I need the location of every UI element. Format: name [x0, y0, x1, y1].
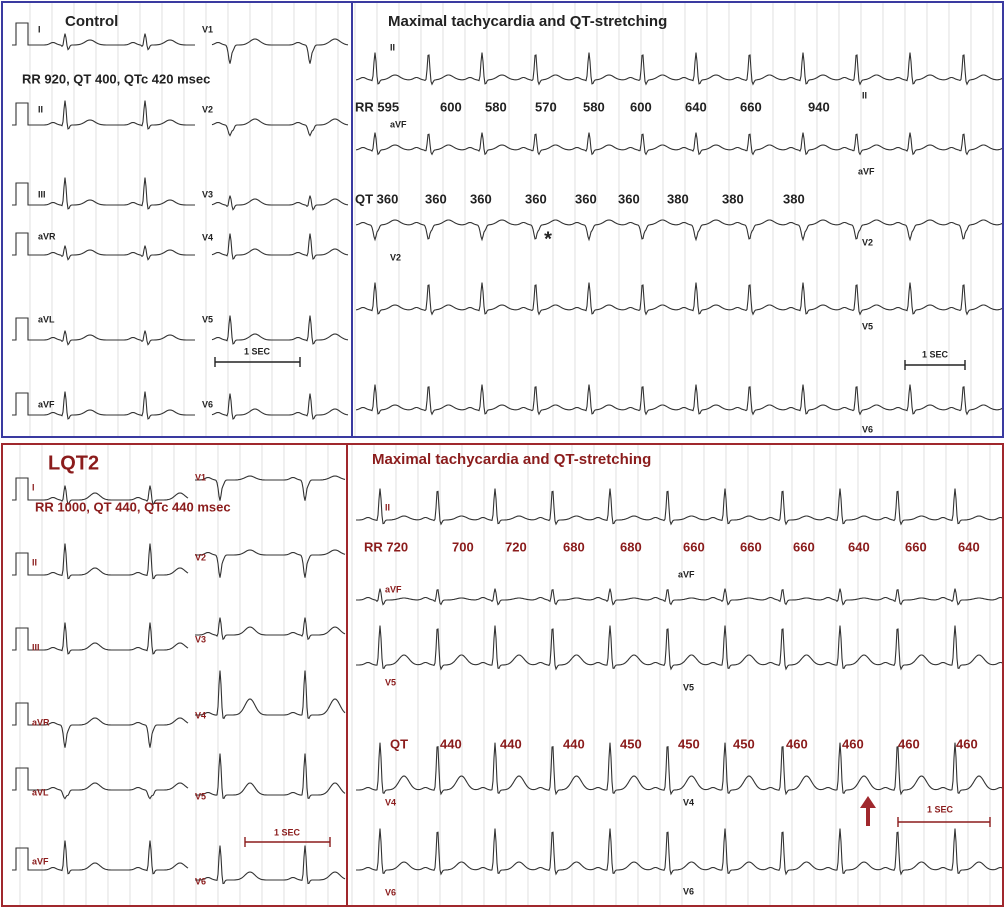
lead-label: V3 — [202, 189, 213, 199]
rr-interval: 580 — [485, 99, 507, 114]
qt-interval: 440 — [563, 736, 585, 751]
lead-label: aVF — [858, 166, 875, 176]
lead-label: V2 — [862, 237, 873, 247]
lead-label: V5 — [202, 314, 213, 324]
qt-interval: 440 — [440, 736, 462, 751]
scale-label: 1 SEC — [274, 827, 301, 837]
qt-interval: 460 — [842, 736, 864, 751]
rr-interval: 570 — [535, 99, 557, 114]
lead-label: II — [390, 42, 395, 52]
qt-interval: 450 — [620, 736, 642, 751]
lead-label: V1 — [195, 472, 206, 482]
rr-interval: 660 — [683, 539, 705, 554]
lead-label: V4 — [385, 797, 396, 807]
rr-interval: 680 — [563, 539, 585, 554]
scale-label: 1 SEC — [927, 804, 954, 814]
qt-interval: 460 — [898, 736, 920, 751]
lead-label: aVL — [32, 787, 49, 797]
lead-label: V6 — [862, 424, 873, 434]
lead-label: I — [32, 482, 35, 492]
lead-label: V1 — [202, 24, 213, 34]
lead-label: V5 — [195, 791, 206, 801]
lead-label: II — [862, 90, 867, 100]
lead-label: V2 — [202, 104, 213, 114]
qt-interval: 450 — [733, 736, 755, 751]
rr-interval: 660 — [793, 539, 815, 554]
ecg-figure: ControlRR 920, QT 400, QTc 420 msecIIIII… — [0, 0, 1005, 908]
qt-interval: 460 — [786, 736, 808, 751]
lead-label: aVR — [38, 231, 56, 241]
lead-label: I — [38, 24, 41, 34]
rr-interval: 680 — [620, 539, 642, 554]
asterisk: * — [544, 228, 552, 250]
lead-label: V6 — [195, 876, 206, 886]
lead-label: aVR — [32, 717, 50, 727]
scale-label: 1 SEC — [922, 349, 949, 359]
panel-title: Maximal tachycardia and QT-stretching — [372, 451, 651, 468]
lead-label: III — [32, 642, 40, 652]
lead-label: II — [38, 104, 43, 114]
qt-label: QT — [390, 736, 408, 751]
lead-label: V2 — [195, 552, 206, 562]
lead-label: aVL — [38, 314, 55, 324]
rr-interval: RR 720 — [364, 539, 408, 554]
panel-title: Control — [65, 13, 118, 30]
qt-interval: 440 — [500, 736, 522, 751]
scale-label: 1 SEC — [244, 346, 271, 356]
rr-interval: 700 — [452, 539, 474, 554]
qt-interval: 460 — [956, 736, 978, 751]
qt-interval: 380 — [783, 191, 805, 206]
lead-label: V4 — [202, 232, 213, 242]
qt-interval: QT 360 — [355, 191, 398, 206]
rr-interval: 940 — [808, 99, 830, 114]
lead-label: V6 — [202, 399, 213, 409]
rr-interval: 640 — [848, 539, 870, 554]
qt-interval: 360 — [618, 191, 640, 206]
rr-interval: 720 — [505, 539, 527, 554]
rr-interval: 600 — [630, 99, 652, 114]
intervals: RR 920, QT 400, QTc 420 msec — [22, 71, 210, 86]
qt-interval: 380 — [667, 191, 689, 206]
lead-label: aVF — [385, 584, 402, 594]
rr-interval: 640 — [958, 539, 980, 554]
rr-interval: 640 — [685, 99, 707, 114]
lead-label: V5 — [385, 677, 396, 687]
lead-label: II — [385, 502, 390, 512]
lead-label: V3 — [195, 634, 206, 644]
rr-interval: 660 — [905, 539, 927, 554]
qt-interval: 360 — [525, 191, 547, 206]
rr-interval: 580 — [583, 99, 605, 114]
lead-label: V5 — [683, 682, 694, 692]
lead-label: aVF — [32, 856, 49, 866]
lead-label: V6 — [683, 886, 694, 896]
qt-interval: 360 — [575, 191, 597, 206]
qt-interval: 360 — [425, 191, 447, 206]
lead-label: V5 — [862, 321, 873, 331]
intervals: RR 1000, QT 440, QTc 440 msec — [35, 499, 231, 514]
lead-label: V4 — [195, 710, 206, 720]
rr-interval: 660 — [740, 99, 762, 114]
lead-label: II — [32, 557, 37, 567]
lead-label: aVF — [678, 569, 695, 579]
lead-label: V2 — [390, 252, 401, 262]
lead-label: V4 — [683, 797, 694, 807]
rr-interval: 600 — [440, 99, 462, 114]
panel-title: LQT2 — [48, 452, 99, 474]
rr-interval: RR 595 — [355, 99, 399, 114]
qt-interval: 450 — [678, 736, 700, 751]
qt-interval: 360 — [470, 191, 492, 206]
qt-interval: 380 — [722, 191, 744, 206]
rr-interval: 660 — [740, 539, 762, 554]
lead-label: III — [38, 189, 46, 199]
panel-title: Maximal tachycardia and QT-stretching — [388, 13, 667, 30]
lead-label: aVF — [390, 119, 407, 129]
lead-label: V6 — [385, 887, 396, 897]
lead-label: aVF — [38, 399, 55, 409]
